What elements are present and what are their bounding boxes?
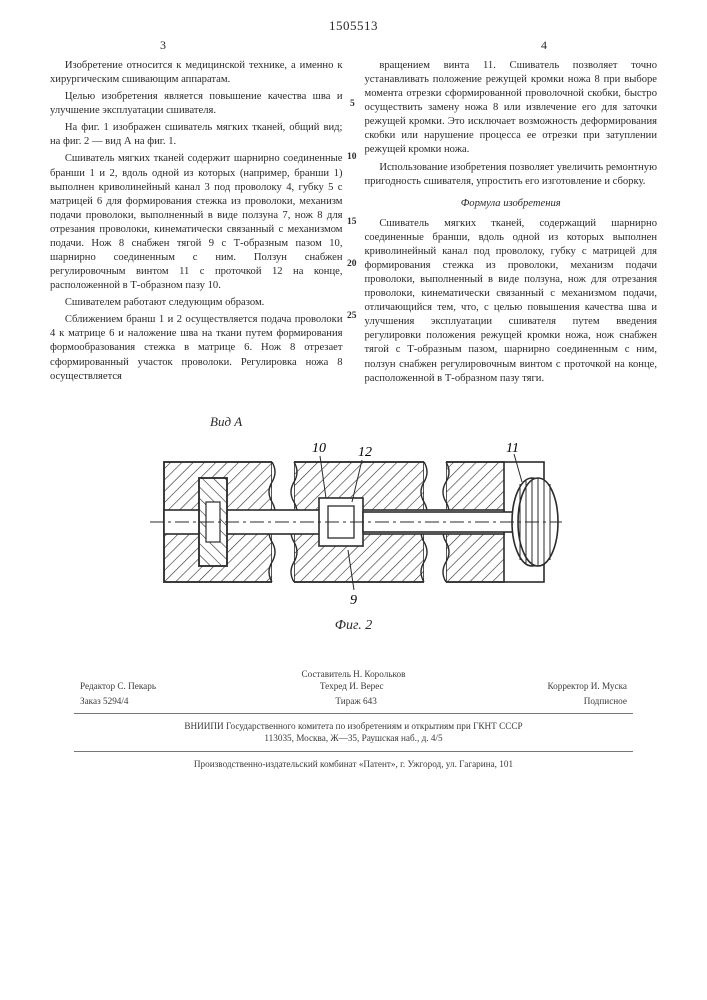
paragraph: Использование изобретения позволяет увел… [365,161,658,189]
line-marker: 15 [347,217,357,227]
org-line-1: ВНИИПИ Государственного комитета по изоб… [50,720,657,732]
paragraph: Сшиватель мягких тканей содержит шарнирн… [50,152,343,293]
line-marker: 5 [350,99,355,109]
figure-caption: Фиг. 2 [50,618,657,634]
addr-line-1: 113035, Москва, Ж—35, Раушская наб., д. … [50,732,657,744]
corrector: Корректор И. Муска [547,680,627,692]
paragraph: Изобретение относится к медицинской техн… [50,59,343,87]
org-line-2: Производственно-издательский комбинат «П… [50,758,657,770]
compiler: Составитель Н. Корольков [50,668,657,680]
figure-2: Вид А [50,414,657,634]
claim-text: Сшиватель мягких тканей, содержащий шарн… [365,217,658,386]
column-numbers: 3 4 [50,38,657,53]
col-left-num: 3 [160,38,166,53]
subscription: Подписное [584,695,627,707]
line-marker: 20 [347,259,357,269]
line-marker: 10 [347,152,357,162]
claims-title: Формула изобретения [365,197,658,211]
imprint-footer: Составитель Н. Корольков Редактор С. Пек… [50,668,657,771]
document-number: 1505513 [50,18,657,34]
tirazh: Тираж 643 [335,695,376,707]
paragraph: На фиг. 1 изображен сшиватель мягких тка… [50,121,343,149]
col-right-num: 4 [541,38,547,53]
label-9: 9 [350,593,357,608]
figure-2-drawing: 10 12 11 9 [144,432,564,612]
label-12: 12 [358,445,372,460]
paragraph: вращением винта 11. Сшиватель позволяет … [365,59,658,158]
order-number: Заказ 5294/4 [80,695,129,707]
label-10: 10 [312,441,326,456]
view-a-label: Вид А [210,414,657,430]
paragraph: Сшивателем работают следующим образом. [50,296,343,310]
paragraph: Целью изобретения является повышение кач… [50,90,343,118]
line-marker: 25 [347,311,357,321]
label-11: 11 [506,441,519,456]
techred: Техред И. Верес [320,680,384,692]
paragraph: Сближением бранш 1 и 2 осуществляется по… [50,313,343,383]
editor: Редактор С. Пекарь [80,680,156,692]
